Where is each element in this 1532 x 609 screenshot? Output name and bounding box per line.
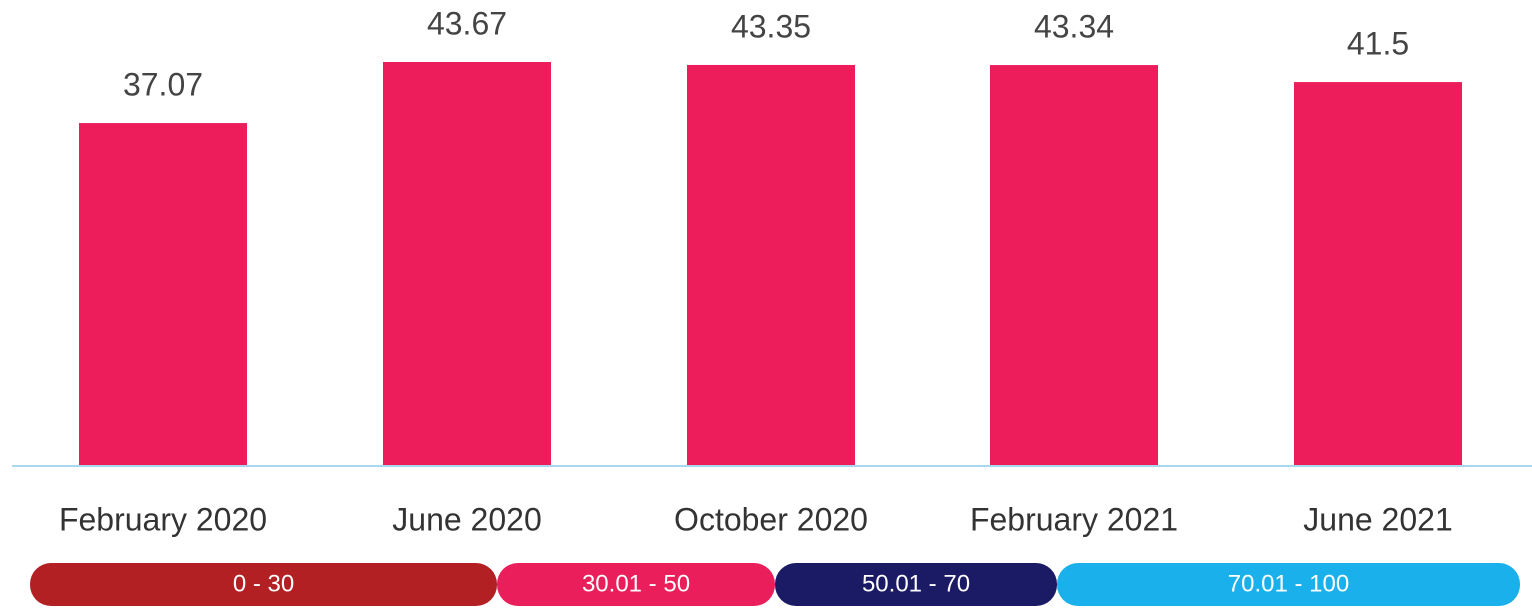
legend-swatch (30, 563, 497, 606)
bar (1294, 82, 1462, 467)
legend-label: 0 - 30 (233, 570, 294, 597)
legend-swatch (775, 563, 1057, 606)
bar (383, 62, 551, 466)
legend-swatch (497, 563, 775, 606)
x-tick-label: June 2020 (392, 501, 541, 537)
x-tick-label: October 2020 (674, 501, 868, 537)
bar (79, 123, 247, 467)
bar (687, 64, 855, 466)
value-label: 43.35 (731, 8, 811, 44)
value-label: 43.34 (1034, 9, 1114, 45)
value-label: 43.67 (427, 5, 507, 41)
value-label: 37.07 (123, 67, 203, 103)
x-tick-label: February 2020 (59, 501, 267, 537)
legend-label: 50.01 - 70 (862, 570, 970, 597)
legend-label: 30.01 - 50 (582, 570, 690, 597)
x-tick-label: February 2021 (970, 501, 1178, 537)
bar (990, 65, 1158, 467)
legend-swatch (1057, 563, 1520, 606)
x-tick-label: June 2021 (1303, 501, 1452, 537)
value-label: 41.5 (1347, 26, 1409, 62)
legend-label: 70.01 - 100 (1228, 570, 1349, 597)
